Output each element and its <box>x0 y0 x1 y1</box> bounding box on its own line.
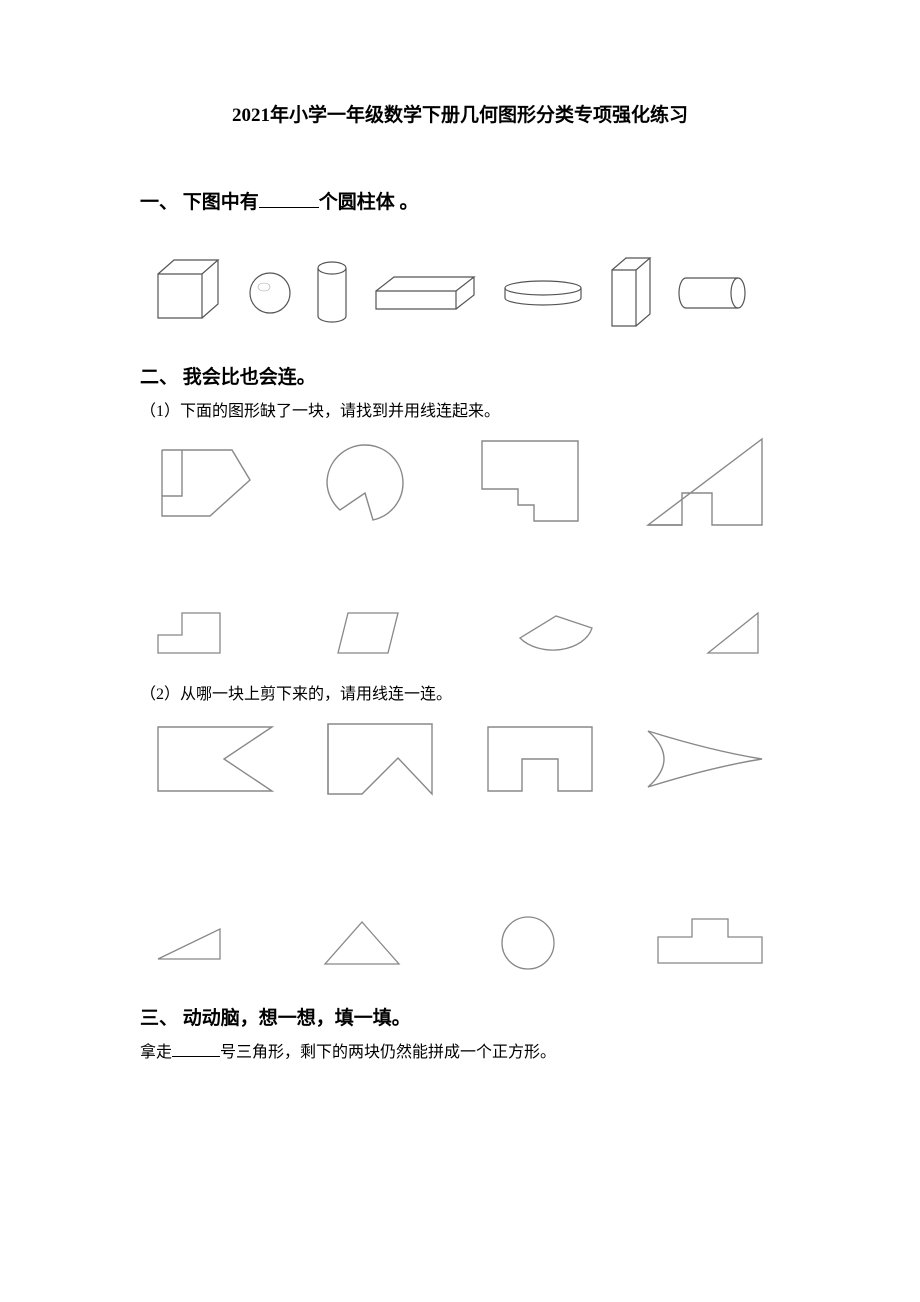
sphere-shape <box>246 269 294 317</box>
cylinder-vertical-shape <box>312 258 352 328</box>
match-row-cutpieces <box>140 913 780 973</box>
section-3-text: 拿走 号三角形，剩下的两块仍然能拼成一个正方形。 <box>140 1038 780 1062</box>
match-row-cutfrom <box>140 716 780 801</box>
cube-shape <box>150 254 228 332</box>
cuboid-flat-shape <box>370 273 480 313</box>
cutfrom-shape-3 <box>480 719 600 799</box>
piece-shape-2 <box>330 605 410 660</box>
missing-shape-3 <box>470 433 590 533</box>
shapes-3d-row <box>140 254 780 332</box>
match-row-pieces <box>140 605 780 660</box>
section-1-prefix: 一、 下图中有 <box>140 192 259 213</box>
piece-shape-3 <box>510 608 600 658</box>
missing-shape-1 <box>150 438 260 528</box>
page-title: 2021年小学一年级数学下册几何图形分类专项强化练习 <box>140 100 780 127</box>
cutpiece-shape-4 <box>650 913 770 973</box>
cutpiece-shape-1 <box>150 921 230 966</box>
missing-shape-4 <box>640 433 770 533</box>
cutfrom-shape-4 <box>640 721 770 796</box>
match-row-missing <box>140 433 780 533</box>
section-1-heading: 一、 下图中有 个圆柱体 。 <box>140 187 780 214</box>
cylinder-flat-shape <box>498 278 588 308</box>
section-3-heading: 三、 动动脑，想一想，填一填。 <box>140 1003 780 1030</box>
section-2-sub2: （2）从哪一块上剪下来的，请用线连一连。 <box>140 680 780 704</box>
section-2-sub1: （1）下面的图形缺了一块，请找到并用线连起来。 <box>140 397 780 421</box>
missing-shape-2 <box>310 438 420 528</box>
section-3-suffix: 号三角形，剩下的两块仍然能拼成一个正方形。 <box>220 1044 556 1061</box>
cutfrom-shape-2 <box>320 716 440 801</box>
section-1-suffix: 个圆柱体 。 <box>319 192 419 213</box>
piece-shape-4 <box>700 605 770 660</box>
cuboid-tall-shape <box>606 254 656 332</box>
cutpiece-shape-2 <box>317 916 407 971</box>
cutfrom-shape-1 <box>150 719 280 799</box>
blank-fill-1[interactable] <box>259 189 319 208</box>
section-2-heading: 二、 我会比也会连。 <box>140 362 780 389</box>
piece-shape-1 <box>150 605 230 660</box>
cutpiece-shape-3 <box>493 913 563 973</box>
section-3-prefix: 拿走 <box>140 1044 172 1061</box>
cylinder-horizontal-shape <box>674 273 752 313</box>
blank-fill-2[interactable] <box>172 1041 220 1057</box>
